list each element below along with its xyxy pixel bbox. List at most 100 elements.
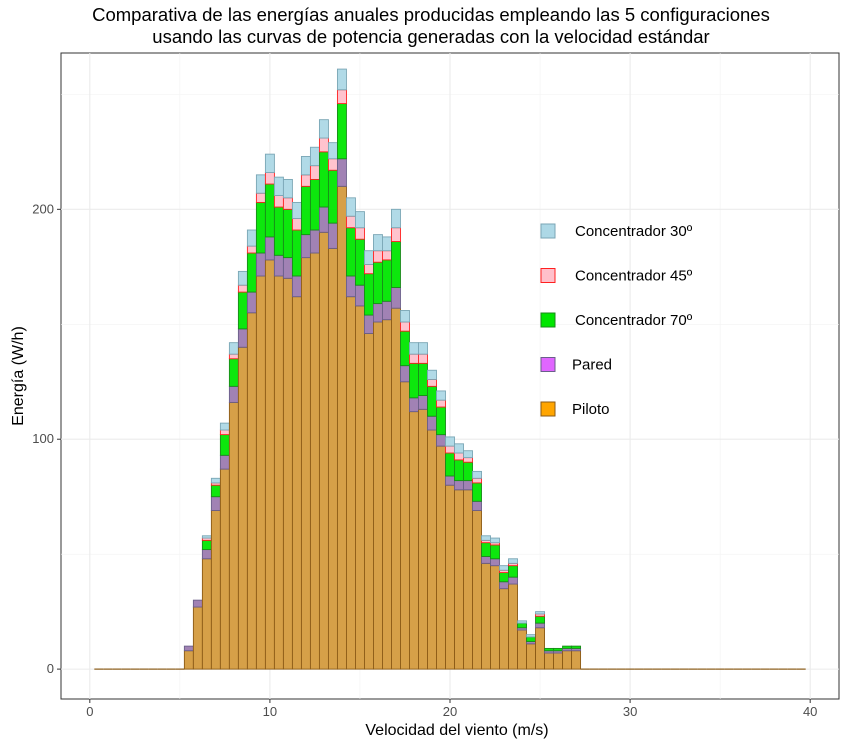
bar-segment: [499, 565, 509, 571]
bar-segment: [364, 264, 374, 275]
bar-segment: [246, 252, 257, 293]
bar-segment: [327, 142, 338, 160]
bar-segment: [264, 236, 275, 261]
bar-segment: [327, 158, 338, 171]
chart-subtitle: usando las curvas de potencia generadas …: [152, 26, 710, 47]
bar-segment: [345, 197, 356, 217]
bar-segment: [255, 201, 266, 254]
bar-segment: [508, 558, 518, 564]
bar-segment: [309, 252, 320, 670]
bar-segment: [219, 454, 230, 470]
bar-segment: [237, 328, 248, 348]
bar-segment: [499, 588, 509, 670]
bar-segment: [364, 273, 374, 316]
bar-segment: [445, 436, 455, 447]
bar-segment: [264, 183, 275, 238]
bar-segment: [201, 535, 212, 539]
bar-segment: [562, 650, 573, 670]
bar-segment: [373, 250, 383, 263]
bar-segment: [472, 482, 482, 502]
bar-segment: [508, 565, 518, 578]
bar-segment: [219, 429, 230, 436]
bar-segment: [418, 395, 428, 410]
bar-segment: [273, 254, 284, 277]
bar-segment: [255, 252, 266, 277]
bar-segment: [336, 68, 347, 91]
bar-segment: [282, 277, 293, 670]
bar-segment: [309, 229, 320, 254]
bar-segment: [490, 558, 500, 567]
bar-segment: [355, 211, 365, 229]
legend-label: Pared: [572, 357, 612, 374]
bar-segment: [282, 178, 293, 199]
bar-segment: [391, 227, 401, 242]
bar-segment: [535, 622, 545, 629]
bar-segment: [436, 399, 446, 408]
bar-segment: [355, 305, 365, 670]
bar-segment: [571, 650, 582, 670]
bar-segment: [364, 333, 374, 670]
bar-segment: [237, 291, 248, 330]
bar-segment: [463, 489, 473, 670]
bar-segment: [535, 627, 545, 670]
bar-segment: [517, 622, 527, 629]
bar-segment: [318, 119, 329, 139]
bar-segment: [291, 218, 302, 231]
bar-segment: [255, 174, 266, 194]
bar-segment: [355, 238, 365, 286]
bar-segment: [454, 489, 464, 670]
bar-segment: [535, 611, 545, 615]
bar-segment: [183, 645, 194, 652]
bar-segment: [336, 158, 347, 187]
bar-segment: [309, 178, 320, 231]
legend-key: [540, 357, 556, 372]
bar-segment: [373, 261, 383, 305]
bar-segment: [318, 206, 329, 233]
y-tick-label: 0: [47, 661, 54, 676]
bar-segment: [210, 477, 221, 484]
x-tick-label: 10: [263, 704, 277, 719]
bar-segment: [400, 365, 410, 383]
bar-segment: [436, 406, 446, 436]
bar-segment: [345, 215, 356, 229]
bar-segment: [345, 296, 356, 670]
bar-segment: [219, 422, 230, 431]
bar-segment: [436, 390, 446, 401]
bar-segment: [246, 312, 257, 670]
bar-segment: [445, 452, 455, 477]
bar-segment: [364, 250, 374, 265]
bar-segment: [445, 445, 455, 454]
bar-segment: [400, 330, 410, 367]
bar-segment: [454, 443, 464, 454]
bar-segment: [345, 227, 356, 277]
bar-segment: [291, 275, 302, 298]
bar-segment: [418, 353, 428, 364]
bar-segment: [273, 176, 284, 196]
bar-segment: [409, 353, 419, 364]
bar-segment: [418, 342, 428, 355]
bar-segment: [300, 174, 311, 187]
bar-segment: [454, 452, 464, 461]
bar-segment: [282, 257, 293, 279]
bar-segment: [472, 477, 482, 484]
bar-segment: [246, 291, 257, 314]
bar-segment: [327, 247, 338, 670]
bar-segment: [373, 234, 383, 252]
bar-segment: [553, 647, 564, 652]
bar-segment: [183, 650, 194, 670]
bar-segment: [427, 429, 437, 670]
bar-segment: [291, 201, 302, 219]
x-tick-label: 0: [86, 704, 93, 719]
bar-segment: [246, 229, 257, 247]
bar-segment: [481, 535, 491, 541]
legend: Concentrador 30º Concentrador 45º Concentr…: [540, 223, 693, 418]
bar-segment: [571, 645, 582, 649]
bar-segment: [517, 620, 527, 624]
bar-segment: [373, 303, 383, 323]
bar-segment: [382, 236, 392, 252]
bar-segment: [445, 475, 455, 486]
bar-segment: [463, 480, 473, 491]
bar-segment: [382, 259, 392, 302]
bar-segment: [192, 606, 203, 670]
bar-segment: [463, 457, 473, 463]
